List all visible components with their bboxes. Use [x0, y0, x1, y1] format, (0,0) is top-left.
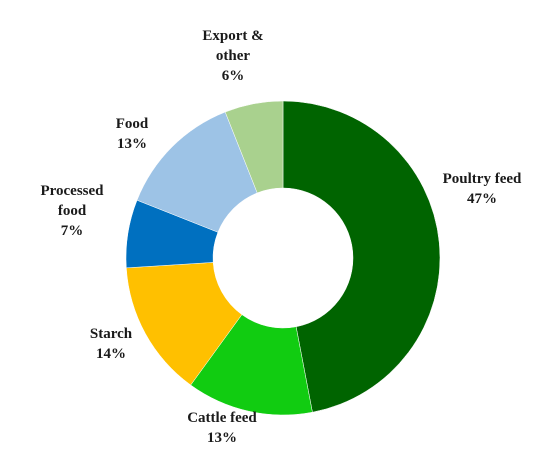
slice-poultry-feed — [282, 100, 441, 413]
slice-name-food: Food — [116, 116, 149, 132]
slice-label-food: Food 13% — [116, 116, 149, 152]
slice-label-poultry-feed: Poultry feed 47% — [443, 171, 522, 207]
slice-value-poultry-feed: 47% — [467, 191, 497, 207]
slice-export-and-other — [224, 100, 284, 194]
slice-value-cattle-feed: 13% — [207, 430, 237, 446]
slices-layer — [125, 100, 441, 416]
slice-name-processed-food: Processed — [40, 183, 104, 199]
slice-name-starch: Starch — [90, 326, 133, 342]
labels-layer: Poultry feed 47% Cattle feed 13% Starch 14% Pr… — [40, 28, 522, 446]
slice-label-starch: Starch 14% — [90, 326, 133, 362]
slice-name-cattle-feed: Cattle feed — [187, 410, 257, 426]
slice-value-food: 13% — [117, 136, 147, 152]
slice-label-export-and-other: Export & other 6% — [202, 28, 263, 84]
slice-name-processed-food: food — [58, 203, 87, 219]
slice-label-processed-food: Processed food 7% — [40, 183, 104, 239]
slice-name-poultry-feed: Poultry feed — [443, 171, 522, 187]
slice-label-cattle-feed: Cattle feed 13% — [187, 410, 257, 446]
slice-value-starch: 14% — [96, 346, 126, 362]
slice-name-export-and-other: other — [216, 48, 250, 64]
slice-starch — [126, 262, 243, 386]
slice-value-processed-food: 7% — [61, 223, 84, 239]
slice-name-export-and-other: Export & — [202, 28, 263, 44]
slice-value-export-and-other: 6% — [222, 68, 245, 84]
